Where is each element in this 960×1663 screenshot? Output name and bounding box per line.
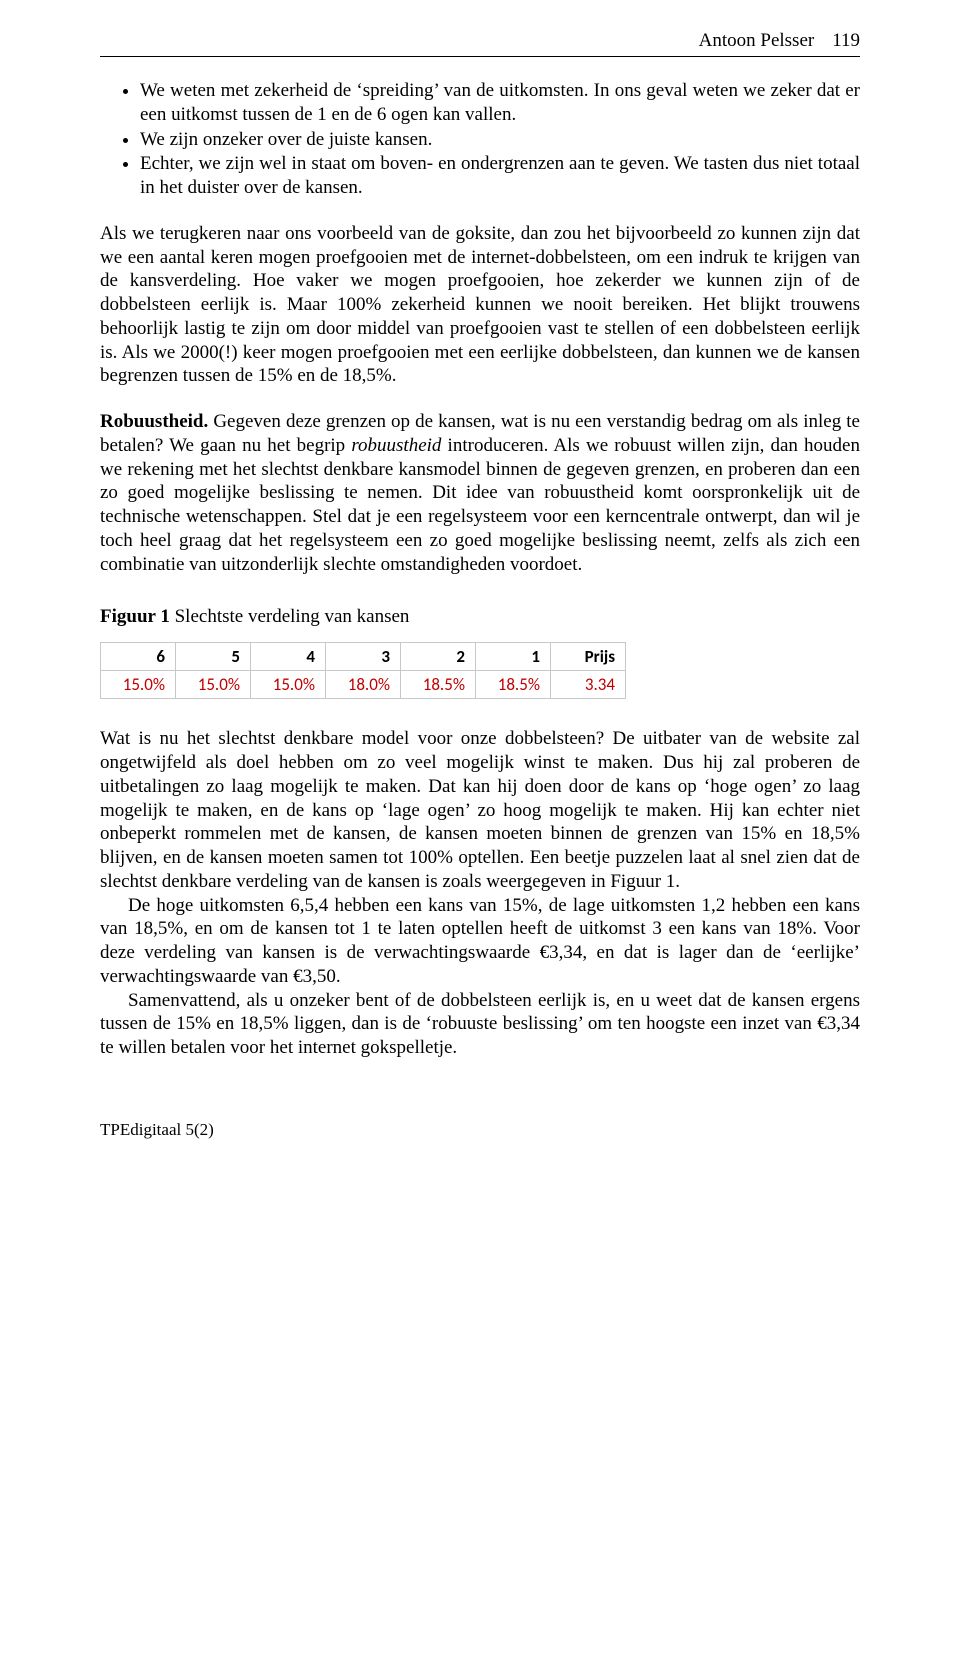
paragraph-4: De hoge uitkomsten 6,5,4 hebben een kans… [100, 894, 860, 989]
figure-caption: Figuur 1 Slechtste verdeling van kansen [100, 606, 860, 628]
paragraph-5: Samenvattend, als u onzeker bent of de d… [100, 989, 860, 1060]
table-cell: 15.0% [101, 671, 176, 699]
table-cell: 3.34 [551, 671, 626, 699]
table-header-cell: 4 [251, 643, 326, 671]
table-cell: 18.5% [401, 671, 476, 699]
paragraph-1: Als we terugkeren naar ons voorbeeld van… [100, 222, 860, 388]
header-rule [100, 56, 860, 57]
page-footer: TPEdigitaal 5(2) [100, 1120, 860, 1140]
list-item: Echter, we zijn wel in staat om boven- e… [140, 152, 860, 200]
table-header-cell: Prijs [551, 643, 626, 671]
table-cell: 18.5% [476, 671, 551, 699]
list-item: We weten met zekerheid de ‘spreiding’ va… [140, 79, 860, 127]
table-header-cell: 6 [101, 643, 176, 671]
table-cell: 15.0% [176, 671, 251, 699]
table-header-cell: 3 [326, 643, 401, 671]
page-number: 119 [832, 30, 860, 52]
figure-1-table: 6 5 4 3 2 1 Prijs 15.0% 15.0% 15.0% 18.0… [100, 642, 626, 699]
figure-label: Figuur 1 [100, 606, 170, 627]
table-header-cell: 2 [401, 643, 476, 671]
table-header-row: 6 5 4 3 2 1 Prijs [101, 643, 626, 671]
page-header: Antoon Pelsser 119 [100, 30, 860, 52]
robuustheid-italic: robuustheid [351, 435, 441, 456]
table-cell: 15.0% [251, 671, 326, 699]
table-header-cell: 5 [176, 643, 251, 671]
robuustheid-heading: Robuustheid. [100, 411, 208, 432]
list-item: We zijn onzeker over de juiste kansen. [140, 128, 860, 152]
table-value-row: 15.0% 15.0% 15.0% 18.0% 18.5% 18.5% 3.34 [101, 671, 626, 699]
author-name: Antoon Pelsser [699, 30, 815, 52]
table-cell: 18.0% [326, 671, 401, 699]
paragraph-2: Robuustheid. Gegeven deze grenzen op de … [100, 410, 860, 576]
bullet-list: We weten met zekerheid de ‘spreiding’ va… [100, 79, 860, 200]
figure-title: Slechtste verdeling van kansen [170, 606, 410, 627]
paragraph-3: Wat is nu het slechtst denkbare model vo… [100, 727, 860, 893]
table-header-cell: 1 [476, 643, 551, 671]
